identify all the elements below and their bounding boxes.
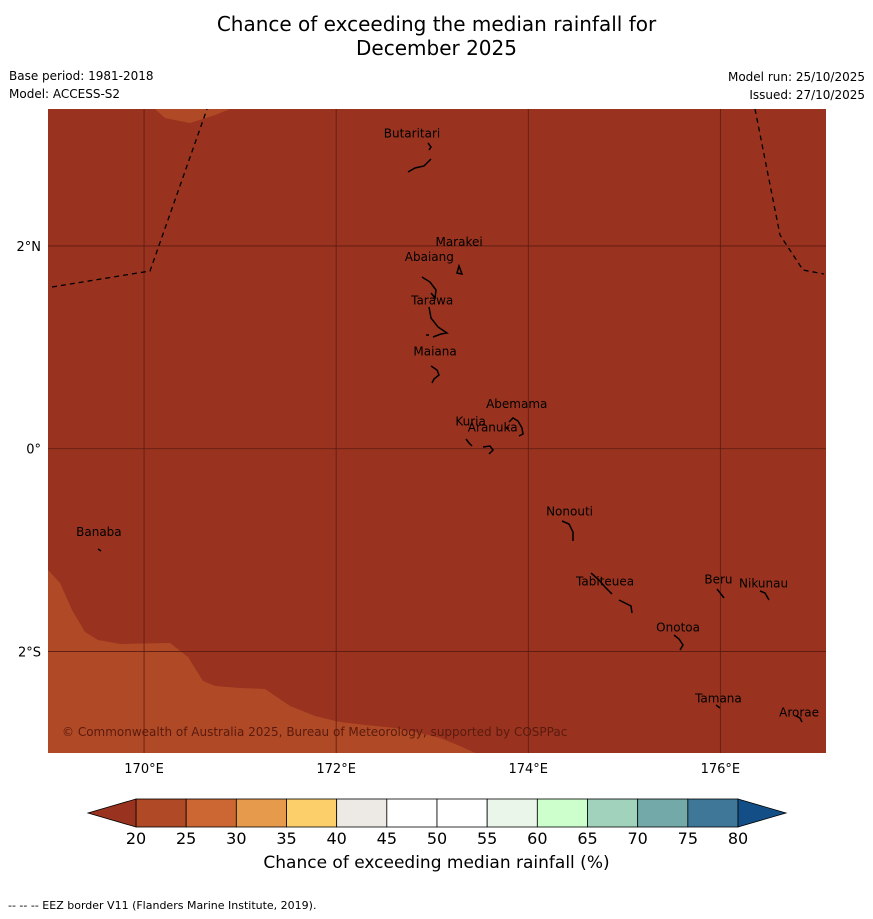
colorbar-bin xyxy=(486,798,538,828)
colorbar-title: Chance of exceeding median rainfall (%) xyxy=(263,853,610,873)
place-label-abemama: Abemama xyxy=(486,397,547,411)
place-label-makin: Makin xyxy=(414,95,450,109)
place-label-tarawa: Tarawa xyxy=(410,294,453,308)
eez-footnote: -- -- -- EEZ border V11 (Flanders Marine… xyxy=(8,899,317,912)
title-line-2: December 2025 xyxy=(356,36,517,60)
colorbar-tick-label: 25 xyxy=(176,829,196,848)
place-label-nikunau: Nikunau xyxy=(739,577,788,591)
colorbar-tick-label: 35 xyxy=(276,829,296,848)
lat-tick-label: 2°S xyxy=(18,646,41,661)
base-info: Base period: 1981-2018 Model: ACCESS-S2 xyxy=(9,67,154,103)
colorbar-bin xyxy=(637,798,689,828)
run-info: Model run: 25/10/2025 Issued: 27/10/2025 xyxy=(728,68,865,104)
place-label-marakei: Marakei xyxy=(435,235,482,249)
map-background xyxy=(48,109,826,753)
colorbar-bin xyxy=(135,798,187,828)
colorbar-tick-label: 65 xyxy=(577,829,597,848)
island-outlines xyxy=(97,142,803,723)
colorbar-bin xyxy=(687,798,739,828)
colorbar-bin xyxy=(286,798,338,828)
colorbar-tick-label: 30 xyxy=(226,829,246,848)
longitude-labels: 170°E 172°E 174°E 176°E xyxy=(124,762,740,777)
place-label-onotoa: Onotoa xyxy=(656,620,700,634)
colorbar-tick-label: 40 xyxy=(326,829,346,848)
colorbar-bin xyxy=(185,798,237,828)
chart-title: Chance of exceeding the median rainfall … xyxy=(0,12,873,60)
place-label-tamana: Tamana xyxy=(694,691,742,705)
copyright-notice: © Commonwealth of Australia 2025, Bureau… xyxy=(62,725,567,739)
gridlines xyxy=(48,109,826,753)
colorbar-bin xyxy=(336,798,388,828)
model-run: Model run: 25/10/2025 xyxy=(727,70,865,84)
eez-border xyxy=(51,109,825,288)
place-label-banaba: Banaba xyxy=(76,525,122,539)
colorbar-tick-label: 70 xyxy=(627,829,647,848)
colorbar-tick-label: 20 xyxy=(126,829,146,848)
colorbar: 20 25 30 35 40 45 50 55 60 65 70 75 80 xyxy=(86,798,788,848)
place-label-aranuka: Aranuka xyxy=(468,421,518,435)
colorbar-tick-label: 50 xyxy=(427,829,447,848)
colorbar-tick-label: 55 xyxy=(477,829,497,848)
place-label-kuria: Kuria xyxy=(455,414,486,428)
place-label-beru: Beru xyxy=(704,573,732,587)
lower-probability-region xyxy=(48,570,475,753)
colorbar-low-extension xyxy=(86,798,137,828)
model-name: Model: ACCESS-S2 xyxy=(9,87,121,101)
lat-tick-label: 2°N xyxy=(17,240,42,255)
colorbar-bin xyxy=(587,798,639,828)
title-line-1: Chance of exceeding the median rainfall … xyxy=(216,12,657,36)
lon-tick-label: 170°E xyxy=(124,762,164,777)
place-label-nonouti: Nonouti xyxy=(546,505,593,519)
base-period: Base period: 1981-2018 xyxy=(9,69,154,83)
colorbar-tick-label: 45 xyxy=(377,829,397,848)
lon-tick-label: 174°E xyxy=(508,762,548,777)
colorbar-tick-label: 80 xyxy=(728,829,748,848)
issued-date: Issued: 27/10/2025 xyxy=(749,88,865,102)
place-label-abaiang: Abaiang xyxy=(405,250,454,264)
lat-tick-label: 0° xyxy=(26,443,41,458)
place-label-maiana: Maiana xyxy=(413,344,456,358)
colorbar-tick-label: 75 xyxy=(678,829,698,848)
colorbar-high-extension xyxy=(737,798,788,828)
colorbar-bin xyxy=(235,798,287,828)
lon-tick-label: 172°E xyxy=(316,762,356,777)
colorbar-bin xyxy=(536,798,588,828)
lon-tick-label: 176°E xyxy=(701,762,741,777)
place-label-butaritari: Butaritari xyxy=(384,126,441,140)
place-label-tabiteuea: Tabiteuea xyxy=(575,575,634,589)
colorbar-bin xyxy=(386,798,438,828)
lower-probability-region-top xyxy=(155,109,230,123)
place-label-arorae: Arorae xyxy=(779,705,819,719)
colorbar-bin xyxy=(436,798,488,828)
latitude-labels: 2°N 0° 2°S xyxy=(17,240,42,661)
colorbar-tick-label: 60 xyxy=(527,829,547,848)
